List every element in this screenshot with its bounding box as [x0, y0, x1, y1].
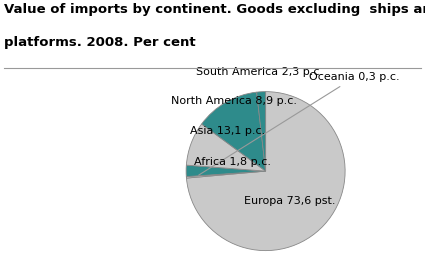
Wedge shape	[186, 165, 266, 177]
Wedge shape	[187, 124, 266, 171]
Wedge shape	[201, 92, 266, 171]
Wedge shape	[257, 92, 266, 171]
Text: Value of imports by continent. Goods excluding  ships and oil: Value of imports by continent. Goods exc…	[4, 3, 425, 16]
Text: platforms. 2008. Per cent: platforms. 2008. Per cent	[4, 36, 196, 49]
Text: Asia 13,1 p.c.: Asia 13,1 p.c.	[190, 126, 265, 136]
Text: North America 8,9 p.c.: North America 8,9 p.c.	[171, 96, 297, 106]
Wedge shape	[186, 171, 266, 178]
Text: South America 2,3 p.c.: South America 2,3 p.c.	[196, 67, 323, 77]
Wedge shape	[187, 92, 345, 251]
Text: Africa 1,8 p.c.: Africa 1,8 p.c.	[194, 156, 271, 167]
Text: Europa 73,6 pst.: Europa 73,6 pst.	[244, 196, 335, 206]
Text: Oceania 0,3 p.c.: Oceania 0,3 p.c.	[199, 72, 400, 175]
